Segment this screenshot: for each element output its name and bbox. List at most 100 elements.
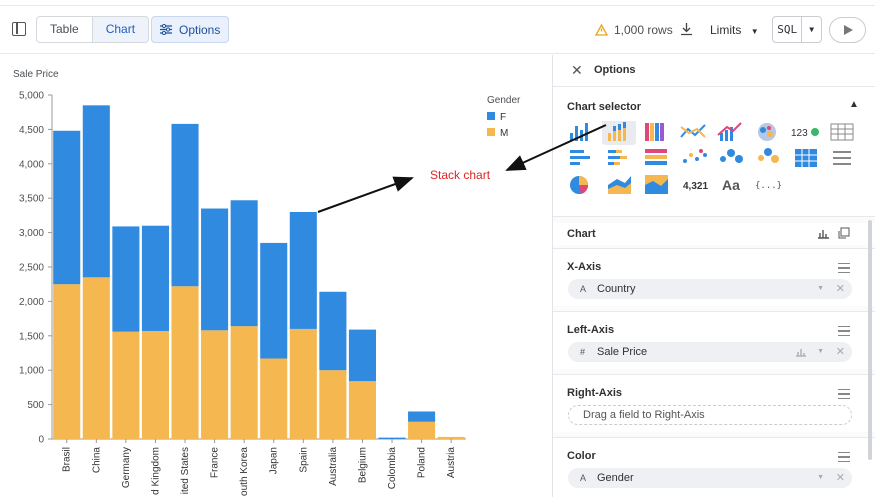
- bar-segment-M: [437, 436, 465, 439]
- chevron-down-icon[interactable]: ▼: [817, 285, 824, 292]
- remove-icon[interactable]: ✕: [835, 346, 845, 358]
- bar-segment-F: [53, 130, 81, 285]
- x-axis-settings-icon[interactable]: [838, 263, 850, 273]
- x-axis-field-label: Country: [597, 283, 636, 295]
- bar-segment-M: [112, 331, 140, 439]
- left-axis-settings-icon[interactable]: [838, 326, 850, 336]
- bar-chart-icon[interactable]: [570, 123, 588, 141]
- bar-segment-F: [319, 291, 347, 371]
- x-tick-label: China: [91, 447, 102, 474]
- json-widget-icon[interactable]: {...}: [755, 181, 782, 191]
- bar-segment-F: [201, 208, 229, 331]
- tab-table[interactable]: Table: [50, 22, 79, 36]
- horizontal-stacked-icon[interactable]: [608, 150, 627, 165]
- stacked-area-icon[interactable]: [645, 175, 668, 194]
- heatmap-icon[interactable]: [795, 149, 817, 167]
- chevron-down-icon: ▼: [750, 27, 759, 36]
- right-axis-dropzone[interactable]: Drag a field to Right-Axis: [568, 405, 852, 425]
- stacked-bar-chart: 0 500 1,000 1,500 2,000 2,500 3,000 3,500 4,000 4…: [19, 91, 521, 496]
- text-type-icon: A: [580, 284, 587, 294]
- combo-chart-icon[interactable]: [717, 122, 742, 141]
- chart-section: Chart: [553, 223, 875, 245]
- chevron-down-icon[interactable]: ▼: [817, 474, 824, 481]
- bar-chart-small-icon[interactable]: [795, 347, 806, 357]
- color-title: Color: [567, 450, 596, 462]
- bubble-scatter-icon[interactable]: [720, 149, 743, 163]
- options-button[interactable]: Options: [151, 16, 229, 43]
- copy-icon[interactable]: [838, 227, 850, 239]
- horizontal-bar-icon[interactable]: [570, 150, 590, 165]
- panel-header: ✕ Options: [553, 55, 875, 87]
- chevron-up-icon[interactable]: ▲: [849, 99, 859, 110]
- left-axis-field[interactable]: # Sale Price ▼ ✕: [568, 342, 852, 362]
- stacked-bar-chart-icon[interactable]: [608, 122, 626, 141]
- x-axis-title: X-Axis: [567, 261, 602, 273]
- colored-bubble-icon[interactable]: [758, 148, 779, 163]
- x-axis-field[interactable]: A Country ▼ ✕: [568, 279, 852, 299]
- text-widget-icon[interactable]: Aa: [722, 177, 740, 193]
- bar-segment-F: [171, 123, 199, 287]
- y-tick-label: 0: [38, 435, 44, 446]
- list-icon[interactable]: [833, 151, 851, 165]
- y-axis-label: Sale Price: [13, 69, 59, 80]
- run-button[interactable]: [829, 17, 866, 43]
- chevron-down-icon[interactable]: ▼: [817, 348, 824, 355]
- legend-swatch: [487, 128, 495, 136]
- bar-segment-M: [348, 381, 376, 439]
- bar-segment-M: [260, 358, 288, 439]
- close-icon[interactable]: ✕: [571, 62, 583, 78]
- row-count: 1,000 rows: [595, 23, 673, 37]
- horizontal-grouped-icon[interactable]: [645, 149, 667, 165]
- scatter-icon[interactable]: [683, 149, 707, 163]
- x-tick-label: ited States: [180, 447, 191, 494]
- bar-segment-M: [319, 370, 347, 439]
- limits-dropdown[interactable]: Limits ▼: [710, 23, 759, 37]
- panel-title: Options: [594, 64, 636, 76]
- panel-scrollbar[interactable]: [868, 220, 872, 460]
- x-tick-label: France: [210, 447, 221, 479]
- y-tick-label: 5,000: [19, 91, 44, 102]
- bubble-icon[interactable]: [758, 123, 776, 141]
- grouped-bar-chart-icon[interactable]: [645, 123, 664, 141]
- number-card-icon[interactable]: 123: [791, 128, 808, 139]
- legend-title: Gender: [487, 95, 521, 106]
- legend-label: M: [500, 128, 508, 139]
- toolbar: Table Chart Options 1,000 rows Limits ▼ …: [0, 6, 875, 54]
- sql-chevron-icon[interactable]: ▼: [809, 25, 815, 34]
- right-axis-section: Right-Axis Drag a field to Right-Axis: [553, 374, 875, 432]
- area-chart-icon[interactable]: [608, 176, 631, 194]
- download-icon[interactable]: [680, 22, 693, 36]
- line-chart-icon[interactable]: [680, 124, 706, 138]
- options-button-label: Options: [179, 22, 221, 37]
- remove-icon[interactable]: ✕: [835, 472, 845, 484]
- tab-chart[interactable]: Chart: [91, 17, 149, 42]
- color-settings-icon[interactable]: [838, 452, 850, 462]
- chart-type-grid: 123 4,321 Aa {...}: [570, 121, 854, 194]
- bar-segment-M: [230, 326, 258, 439]
- row-count-label: 1,000 rows: [614, 23, 673, 37]
- right-axis-settings-icon[interactable]: [838, 389, 850, 399]
- bar-segment-F: [378, 437, 406, 439]
- remove-icon[interactable]: ✕: [835, 283, 845, 295]
- bar-chart-small-icon[interactable]: [817, 228, 829, 239]
- warning-icon: [595, 24, 608, 36]
- number-type-icon: #: [580, 347, 586, 357]
- x-tick-label: Belgium: [357, 447, 368, 483]
- bar-segment-F: [141, 225, 169, 331]
- single-value-icon[interactable]: 4,321: [683, 181, 708, 192]
- y-tick-label: 1,500: [19, 331, 44, 342]
- table-icon[interactable]: [830, 123, 854, 141]
- x-tick-label: Colombia: [387, 447, 398, 490]
- chart-selector-title: Chart selector: [567, 101, 641, 113]
- bar-segment-M: [82, 277, 110, 439]
- y-tick-label: 500: [27, 400, 44, 411]
- pie-chart-icon[interactable]: [570, 176, 589, 194]
- x-tick-label: Spain: [298, 447, 309, 473]
- sidebar-toggle-icon[interactable]: [12, 22, 26, 36]
- y-tick-label: 4,000: [19, 159, 44, 170]
- sql-button[interactable]: SQL ▼: [772, 16, 822, 43]
- bar-segment-M: [141, 330, 169, 439]
- color-field[interactable]: A Gender ▼ ✕: [568, 468, 852, 488]
- sliders-icon: [160, 24, 172, 35]
- right-axis-title: Right-Axis: [567, 387, 622, 399]
